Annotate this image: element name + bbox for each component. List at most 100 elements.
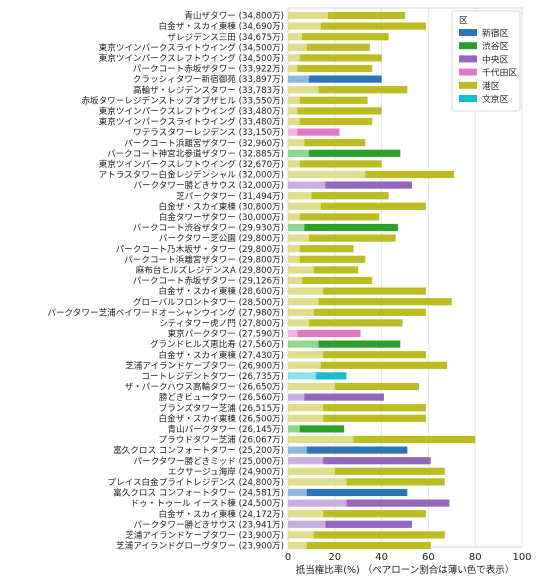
- bar-pair-segment-38: [288, 414, 324, 422]
- bar-pair-segment-37: [288, 404, 324, 412]
- x-tick-label-2: 40: [375, 552, 388, 563]
- legend-entry-1: 渋谷区: [482, 40, 509, 52]
- bar-pair-segment-33: [288, 361, 321, 369]
- bar-main-segment-29: [309, 319, 403, 327]
- category-label-35: ザ・パークハウス高輪タワー (26,650万): [125, 381, 284, 393]
- x-axis-label: 抵当権比率(%) （ペアローン割合は薄い色で表示）: [296, 564, 515, 576]
- bar-pair-segment-3: [288, 43, 307, 51]
- bar-main-segment-38: [323, 414, 427, 422]
- category-label-3: 東京ツインパークスライトウイング (34,500万): [99, 41, 284, 53]
- bar-pair-segment-4: [288, 54, 300, 62]
- category-label-26: 白金ザ・スカイ東棟 (28,600万): [159, 285, 284, 297]
- bar-main-segment-6: [309, 75, 382, 83]
- category-label-10: 東京ツインパークスライトウイング (33,480万): [99, 116, 284, 128]
- bar-pair-segment-32: [288, 351, 324, 359]
- bar-pair-segment-15: [288, 170, 366, 179]
- category-label-11: ワテラスタワーレジデンス (33,150万): [133, 126, 284, 138]
- bar-main-segment-50: [306, 541, 431, 550]
- bar-main-segment-17: [311, 192, 389, 200]
- bar-main-segment-28: [313, 308, 427, 316]
- bar-main-segment-33: [320, 361, 448, 369]
- x-tick-labels: 0 20 40 60 80 100: [285, 552, 532, 563]
- bar-pair-segment-29: [288, 319, 310, 327]
- category-label-49: 芝浦アイランドケープタワー (23,900万): [125, 529, 284, 541]
- category-label-19: 白金タワーザタワー (30,000万): [159, 211, 284, 223]
- bar-pair-segment-34: [288, 372, 317, 380]
- bar-main-segment-30: [297, 329, 361, 338]
- bar-pair-segment-44: [288, 478, 347, 486]
- category-label-45: 富久クロス コンフォートタワー (24,581万): [113, 487, 284, 499]
- bar-main-segment-19: [299, 213, 380, 221]
- category-label-33: 芝浦アイランドケープタワー (26,900万): [125, 359, 284, 371]
- bar-pair-segment-41: [288, 446, 307, 454]
- bar-main-segment-16: [325, 181, 413, 189]
- bar-main-segment-4: [299, 54, 382, 62]
- bar-pair-segment-22: [288, 245, 300, 253]
- category-label-41: 富久クロス コンフォートタワー (25,200万): [113, 444, 284, 456]
- category-label-48: パークタワー勝どきサウス (23,941万): [133, 518, 284, 530]
- bar-pair-segment-49: [288, 531, 314, 539]
- x-tick-label-0: 0: [285, 552, 291, 563]
- bar-main-segment-49: [313, 531, 445, 539]
- bar-pair-segment-12: [288, 139, 305, 147]
- bar-main-segment-37: [323, 404, 427, 412]
- category-label-28: パークタワー芝浦ベイワードオーシャンウイング (27,980万): [47, 306, 284, 318]
- bar-pair-segment-28: [288, 308, 314, 316]
- bar-main-segment-1: [320, 22, 427, 30]
- bar-main-segment-7: [318, 86, 408, 94]
- bar-main-segment-18: [320, 202, 427, 210]
- bar-pair-segment-17: [288, 192, 312, 200]
- bar-main-segment-32: [323, 351, 427, 359]
- category-label-8: 赤坂タワーレジデンストップオブザヒル (33,550万): [81, 94, 284, 106]
- category-label-30: 東京パークタワー (27,590万): [167, 328, 284, 340]
- legend-title: 区: [459, 15, 468, 26]
- bar-main-segment-12: [304, 139, 366, 147]
- x-tick-label-3: 60: [422, 552, 435, 563]
- bar-pair-segment-39: [288, 425, 300, 433]
- bar-main-segment-42: [323, 457, 431, 465]
- bar-pair-segment-35: [288, 382, 335, 391]
- legend-entry-2: 中央区: [482, 53, 509, 65]
- bar-pair-segment-0: [288, 11, 328, 20]
- category-label-23: パークコート浜離宮ザタワー (29,800万): [124, 253, 284, 265]
- bar-pair-segment-20: [288, 223, 305, 232]
- bar-pair-segment-47: [288, 510, 324, 518]
- bar-pair-segment-27: [288, 298, 319, 306]
- category-label-37: ブランズタワー芝浦 (26,515万): [159, 402, 284, 414]
- bar-main-segment-47: [323, 510, 427, 518]
- bar-pair-segment-16: [288, 181, 326, 189]
- category-label-16: パークタワー勝どきサウス (32,000万): [133, 179, 284, 191]
- bar-pair-segment-1: [288, 22, 321, 30]
- bar-main-segment-9: [297, 107, 382, 115]
- category-label-14: 東京ツインパークスレフトウイング (32,670万): [99, 158, 284, 170]
- bar-main-segment-45: [306, 488, 408, 497]
- bar-main-segment-2: [302, 33, 389, 41]
- bar-pair-segment-46: [288, 499, 347, 507]
- category-label-22: パークコート乃木坂ザ・タワー (29,800万): [116, 243, 284, 255]
- legend-swatch-4: [459, 81, 477, 89]
- category-label-7: 高輪ザ・レジデンスタワー (33,783万): [133, 84, 284, 96]
- legend-entry-3: 千代田区: [482, 68, 517, 79]
- legend-swatch-0: [459, 29, 477, 36]
- bar-main-segment-34: [316, 372, 347, 380]
- bar-main-segment-41: [306, 446, 408, 454]
- bar-pair-segment-10: [288, 117, 300, 126]
- category-label-25: パークコート赤坂ザタワー (29,126万): [133, 276, 284, 287]
- category-label-17: 芝パークタワー (31,494万): [176, 190, 284, 202]
- category-label-2: ザレジデンス三田 (34,675万): [167, 31, 284, 43]
- bar-pair-segment-40: [288, 435, 354, 444]
- category-label-6: クラッシィタワー新宿御苑 (33,897万): [133, 73, 284, 85]
- bar-pair-segment-30: [288, 329, 298, 338]
- bar-main-segment-22: [299, 245, 354, 253]
- bar-main-segment-10: [299, 117, 373, 126]
- bar-pair-segment-18: [288, 202, 321, 210]
- category-label-21: パークタワー芝公園 (29,800万): [159, 232, 284, 244]
- bar-main-segment-48: [325, 520, 413, 528]
- bar-main-segment-43: [334, 467, 445, 475]
- bar-main-segment-35: [334, 382, 420, 391]
- category-label-42: パークタワー勝どきミッド (25,000万): [133, 455, 284, 467]
- legend-entry-0: 新宿区: [482, 27, 509, 39]
- bar-pair-segment-2: [288, 33, 303, 41]
